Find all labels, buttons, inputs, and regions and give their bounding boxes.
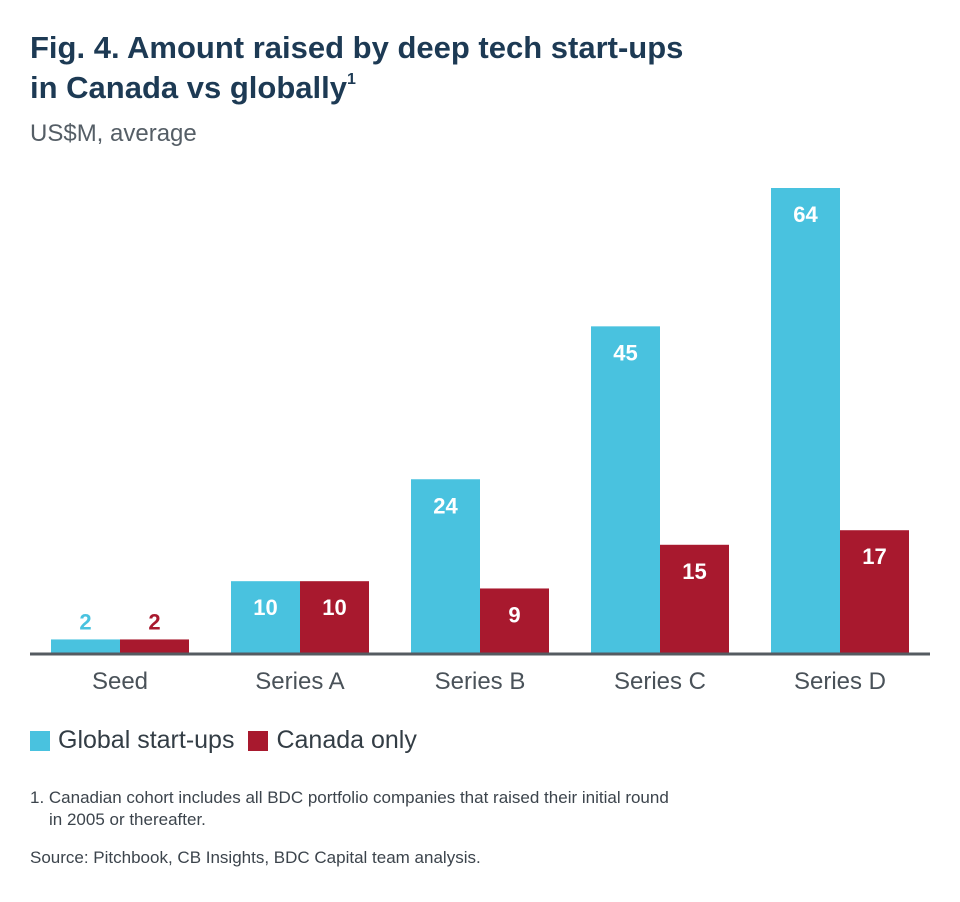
footnote-marker: 1 <box>346 71 356 88</box>
legend-label-global: Global start-ups <box>58 726 235 754</box>
legend-item-canada: Canada only <box>248 726 417 755</box>
chart-subtitle: US$M, average <box>30 120 197 147</box>
legend-item-global: Global start-ups <box>30 726 234 755</box>
x-tick-label-0: Seed <box>92 668 148 695</box>
data-label-global-4: 64 <box>793 202 818 227</box>
bar-global-2 <box>411 479 480 654</box>
chart-title-line2: in Canada vs globally <box>30 70 347 105</box>
x-tick-label-3: Series C <box>614 668 706 695</box>
bar-canada-1 <box>300 581 369 654</box>
data-label-canada-0: 2 <box>148 609 160 634</box>
legend-swatch-canada <box>248 730 269 751</box>
data-label-canada-4: 17 <box>862 544 886 569</box>
bar-chart: 2 2 Seed 10 10 Series A 24 9 Series B 45 15 Series … <box>30 188 930 695</box>
legend: Global start-ups Canada only <box>30 726 431 755</box>
bar-global-1 <box>231 581 300 654</box>
source-note: Source: Pitchbook, CB Insights, BDC Capi… <box>30 848 481 867</box>
bar-canada-4 <box>840 530 909 654</box>
data-label-global-1: 10 <box>253 595 277 620</box>
bar-global-3 <box>591 326 660 654</box>
chart-title-line1: Fig. 4. Amount raised by deep tech start… <box>30 30 684 65</box>
data-label-global-3: 45 <box>613 340 637 365</box>
bar-canada-0 <box>120 639 189 654</box>
bar-global-4 <box>771 188 840 654</box>
legend-swatch-global <box>30 730 50 751</box>
data-label-global-0: 2 <box>79 609 91 634</box>
bar-canada-2 <box>480 588 549 654</box>
x-tick-label-2: Series B <box>435 668 526 695</box>
data-label-canada-3: 15 <box>682 559 706 584</box>
data-label-global-2: 24 <box>433 493 458 518</box>
footnote: 1. Canadian cohort includes all BDC port… <box>30 787 669 831</box>
x-tick-label-1: Series A <box>255 668 344 695</box>
bar-global-0 <box>51 639 120 654</box>
data-label-canada-2: 9 <box>508 602 520 627</box>
footnote-line1: 1. Canadian cohort includes all BDC port… <box>30 788 669 807</box>
footnote-line2: in 2005 or thereafter. <box>49 810 206 829</box>
chart-title: Fig. 4. Amount raised by deep tech start… <box>30 28 683 108</box>
bar-canada-3 <box>660 544 729 654</box>
x-tick-label-4: Series D <box>794 668 886 695</box>
data-label-canada-1: 10 <box>322 595 346 620</box>
legend-label-canada: Canada only <box>276 726 417 754</box>
